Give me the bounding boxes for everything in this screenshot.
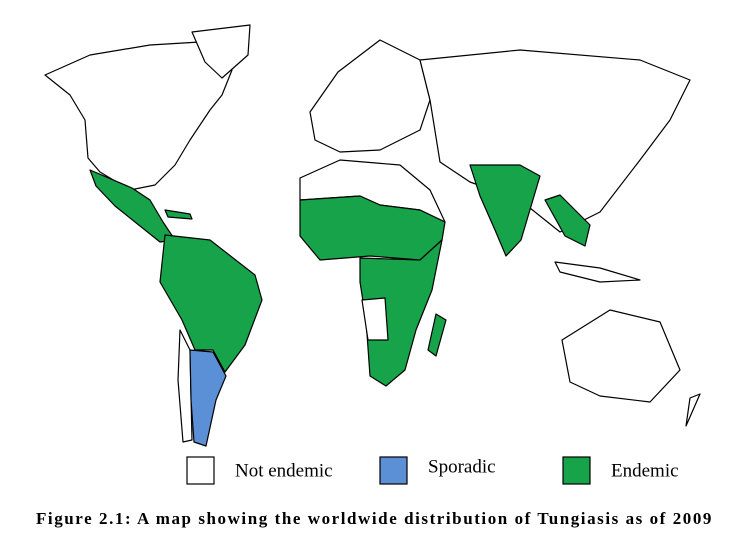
south-america: [159, 234, 263, 373]
legend-label: Not endemic: [235, 460, 333, 481]
legend-label: Endemic: [611, 460, 679, 481]
legend-swatch: [186, 456, 215, 485]
legend-swatch: [562, 456, 591, 485]
world-map: [44, 24, 701, 447]
caption: Figure 2.1: A map showing the worldwide …: [36, 509, 712, 528]
australia: [561, 309, 681, 403]
chile: [177, 329, 193, 443]
new-zealand: [685, 393, 701, 427]
indonesia: [554, 261, 641, 283]
legend-swatch: [379, 456, 408, 485]
legend-label: Sporadic: [428, 456, 496, 477]
europe: [309, 39, 431, 153]
caribbean: [164, 209, 193, 220]
angola: [361, 297, 389, 341]
madagascar: [427, 313, 447, 357]
argentina: [189, 349, 227, 447]
legend: Not endemic Sporadic Endemic: [186, 456, 679, 485]
greenland: [191, 24, 251, 79]
southeast-asia: [544, 194, 591, 247]
india: [469, 164, 541, 257]
north-america: [44, 41, 233, 191]
